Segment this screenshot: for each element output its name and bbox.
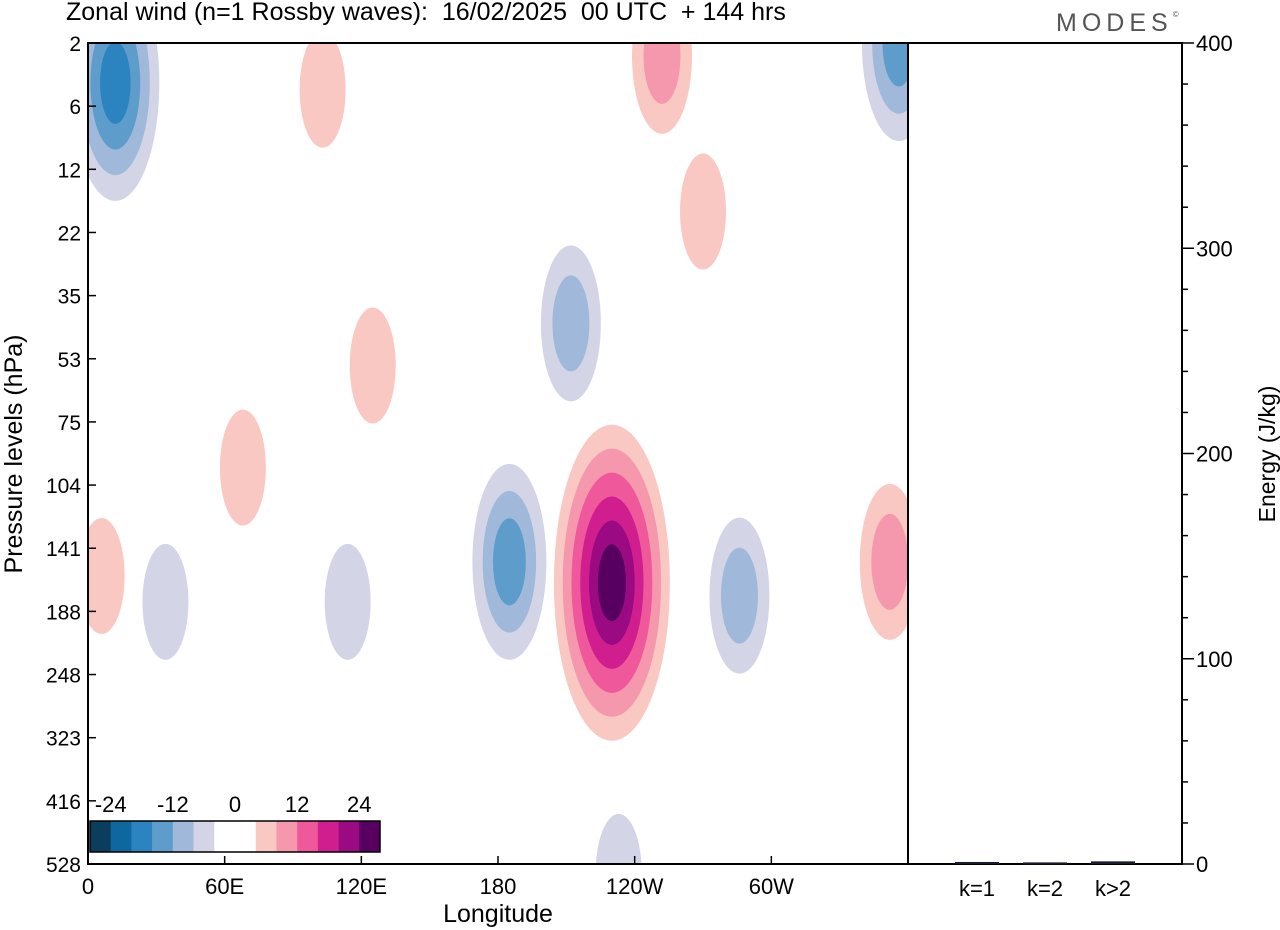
field-contour-4-1 — [680, 153, 726, 270]
brand-copyright-mark: © — [1172, 10, 1179, 19]
colorbar-label: -12 — [157, 792, 189, 817]
energy-tick-label: 100 — [1196, 647, 1233, 672]
colorbar-swatch — [172, 821, 194, 852]
energy-tick-label: 200 — [1196, 442, 1233, 467]
energy-bar-k=1 — [955, 861, 999, 864]
y-tick-label: 35 — [58, 286, 81, 309]
field-contour-12-2 — [720, 547, 758, 644]
energy-frame — [907, 42, 1183, 865]
modes-logo: MODES© — [1056, 9, 1179, 38]
field-contour-2-2 — [643, 43, 681, 104]
x-tick-label: 60E — [205, 874, 244, 899]
energy-bar-k=2 — [1023, 862, 1067, 865]
colorbar-swatch — [338, 821, 360, 852]
y-tick-label: 22 — [58, 222, 81, 245]
energy-tick-label: 0 — [1196, 852, 1208, 877]
colorbar-swatch — [214, 821, 236, 852]
energy-bar-k>2 — [1091, 861, 1135, 864]
x-tick-label: 120E — [336, 874, 387, 899]
colorbar-label: 24 — [347, 792, 371, 817]
colorbar-swatch — [235, 821, 257, 852]
colorbar-swatch — [152, 821, 174, 852]
colorbar: -24 -12 0 12 24 — [89, 792, 381, 853]
field-contour-9-6 — [597, 544, 626, 622]
field-contour-3-3 — [882, 43, 908, 87]
field-contour-0-4 — [100, 43, 131, 124]
colorbar-frame — [89, 820, 381, 853]
brand-name: MODES — [1056, 9, 1173, 37]
colorbar-swatch — [297, 821, 319, 852]
y-tick-label: 416 — [46, 791, 81, 814]
y-tick-label: 248 — [46, 665, 81, 688]
y-tick-label: 2 — [69, 33, 81, 56]
x-tick-label: 120W — [606, 874, 664, 899]
field-contour-5-2 — [552, 275, 590, 372]
y-tick-label: 104 — [46, 475, 81, 498]
colorbar-swatch — [131, 821, 153, 852]
y-tick-label: 75 — [58, 412, 81, 435]
field-contour-1-1 — [299, 43, 346, 148]
energy-axis-label: Energy (J/kg) — [1254, 386, 1280, 523]
colorbar-label: -24 — [95, 792, 127, 817]
wind-anomaly-field — [88, 43, 908, 864]
colorbar-swatch — [255, 821, 277, 852]
field-contour-10-1 — [142, 543, 189, 660]
energy-category-label: k=2 — [1027, 876, 1063, 901]
field-contour-14-1 — [88, 517, 125, 634]
colorbar-swatch — [317, 821, 339, 852]
energy-category-label: k>2 — [1095, 876, 1131, 901]
y-tick-label: 53 — [58, 349, 81, 372]
chart-title: Zonal wind (n=1 Rossby waves): 16/02/202… — [66, 0, 786, 26]
energy-category-label: k=1 — [959, 876, 995, 901]
y-tick-label: 528 — [46, 854, 81, 877]
energy-bar-chart: 0 100 200 300 400 k=1 k=2 k>2 — [907, 31, 1233, 901]
heatmap-frame — [87, 42, 909, 865]
colorbar-swatch — [193, 821, 215, 852]
colorbar-swatch — [110, 821, 132, 852]
field-contour-11-1 — [324, 543, 371, 660]
y-tick-label: 323 — [46, 728, 81, 751]
colorbar-label: 12 — [285, 792, 309, 817]
x-tick-label: 0 — [82, 874, 94, 899]
colorbar-swatch — [276, 821, 298, 852]
x-tick-label: 60W — [749, 874, 794, 899]
y-tick-label: 188 — [46, 601, 81, 624]
colorbar-swatch — [359, 821, 381, 852]
y-tick-label: 141 — [46, 538, 81, 561]
x-tick-label: 180 — [480, 874, 517, 899]
y-tick-label: 6 — [69, 96, 81, 119]
y-axis-label: Pressure levels (hPa) — [0, 335, 28, 574]
energy-tick-label: 300 — [1196, 236, 1233, 261]
energy-tick-label: 400 — [1196, 31, 1233, 56]
x-axis-label: Longitude — [443, 900, 553, 928]
field-contour-13-2 — [871, 513, 908, 610]
y-tick-label: 12 — [58, 159, 81, 182]
field-contour-7-1 — [219, 409, 266, 526]
field-contour-8-3 — [492, 518, 526, 606]
field-contour-15-1 — [595, 813, 642, 864]
colorbar-swatch — [90, 821, 112, 852]
field-contour-6-1 — [349, 307, 396, 424]
colorbar-label: 0 — [229, 792, 241, 817]
